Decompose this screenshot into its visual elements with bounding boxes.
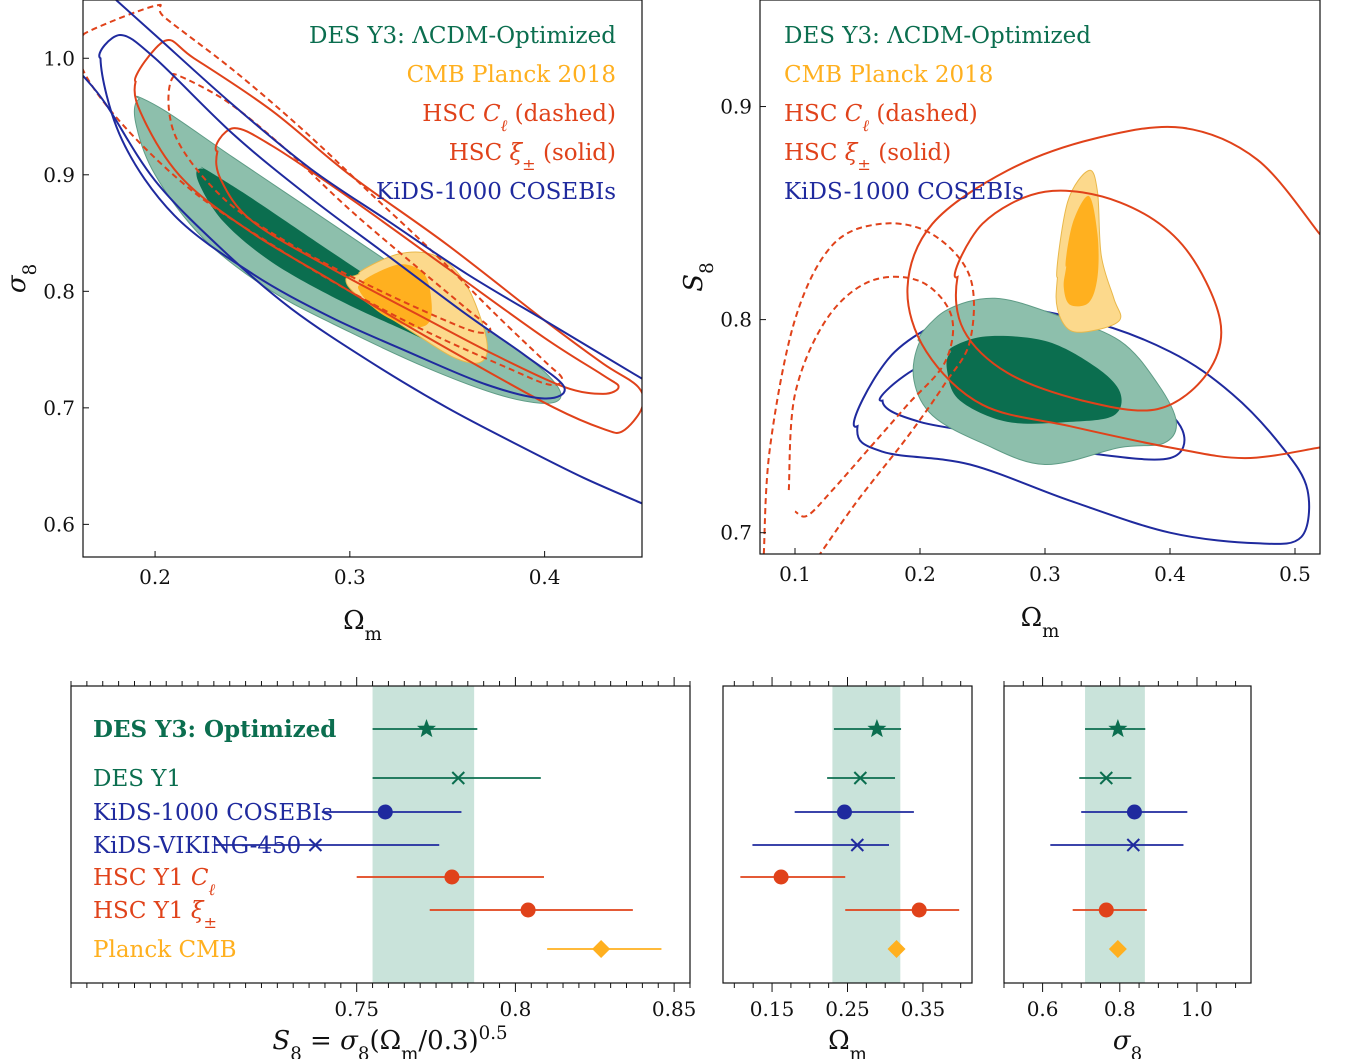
x-axis-label: Ωm — [343, 606, 382, 645]
legend-entry: KiDS-1000 COSEBIs — [784, 179, 1024, 205]
plot-area — [762, 125, 1320, 554]
legend-entry: CMB Planck 2018 — [407, 62, 616, 88]
marker-star — [867, 719, 887, 738]
marker-diamond — [887, 940, 906, 958]
marker-star — [417, 719, 436, 738]
marker-x — [1126, 838, 1140, 852]
marker-x — [451, 771, 465, 785]
marker-circle — [1126, 804, 1142, 820]
contour-hsc-xi-inner — [953, 189, 1223, 412]
plot-frame — [1003, 685, 1252, 984]
x-axis-label: Ωm — [1021, 603, 1060, 642]
plot-frame — [759, 0, 1321, 555]
contour-kids-inner — [98, 33, 566, 400]
marker-diamond — [592, 940, 611, 958]
plot-frame — [70, 685, 691, 984]
contour-hsc-cl-outer — [762, 222, 975, 554]
contour-hsc-cl-inner — [787, 275, 955, 518]
x-tick-label: 0.4 — [529, 565, 561, 589]
x-tick-label: 0.4 — [1154, 562, 1186, 586]
x-tick-label: 0.15 — [750, 997, 795, 1021]
x-tick-label: 0.6 — [1027, 997, 1059, 1021]
contour-panel-omega-sigma8: 0.2 0.3 0.4 0.6 0.7 0.8 0.9 1.0 Ωm σ8 DES Y3: ΛCDM… — [2, 0, 643, 645]
x-tick-label: 0.8 — [500, 997, 532, 1021]
row-label: Planck CMB — [93, 937, 237, 963]
y-tick-label: 1.0 — [43, 46, 75, 70]
legend-entry: DES Y3: ΛCDM-Optimized — [309, 23, 616, 49]
x-axis-label: σ8 — [1113, 1026, 1142, 1059]
y-tick-label: 0.6 — [43, 512, 75, 536]
row-label: HSC Y1 ξ± — [93, 898, 217, 932]
y-tick-label: 0.8 — [720, 308, 752, 332]
marker-circle — [911, 902, 927, 918]
contour-panel-omega-S8: 0.1 0.2 0.3 0.4 0.5 0.7 0.8 0.9 Ωm S8 DES Y3: ΛCDM… — [679, 0, 1321, 642]
marker-circle — [836, 804, 852, 820]
legend: DES Y3: ΛCDM-Optimized CMB Planck 2018 HSC… — [784, 23, 1091, 205]
plot-area — [83, 0, 642, 505]
x-tick-label: 0.25 — [825, 997, 870, 1021]
y-axis-label: S8 — [679, 262, 718, 291]
y-tick-label: 0.7 — [43, 396, 75, 420]
x-axis-label: Ωm — [828, 1026, 867, 1059]
contour-hsc-xi-inner — [214, 127, 620, 395]
legend-entry: CMB Planck 2018 — [784, 62, 993, 88]
x-tick-label: 0.5 — [1279, 562, 1311, 586]
x-tick-label: 0.8 — [1104, 997, 1136, 1021]
marker-x — [308, 838, 323, 852]
whisker-panel-S8-whisker: 0.75 0.8 0.85 DES Y3: Optimized DES Y1 KiDS-1… — [70, 677, 697, 1059]
marker-circle — [444, 869, 460, 885]
x-axis-label: S8 = σ8(Ωm/0.3)0.5 — [272, 1023, 507, 1059]
x-tick-label: 0.3 — [1029, 562, 1061, 586]
row-label: HSC Y1 Cℓ — [93, 865, 215, 899]
y-tick-label: 0.9 — [43, 163, 75, 187]
contour-des-inner — [946, 335, 1122, 424]
row-labels: DES Y3: Optimized DES Y1 KiDS-1000 COSEBIs… — [93, 716, 336, 963]
marker-x — [850, 838, 865, 852]
legend-entry: HSC Cℓ (dashed) — [422, 101, 616, 135]
y-tick-label: 0.8 — [43, 279, 75, 303]
row-label: KiDS-1000 COSEBIs — [93, 800, 333, 826]
marker-circle — [773, 869, 789, 885]
contour-hsc-cl-outer — [83, 3, 564, 386]
y-axis-label: σ8 — [2, 264, 41, 293]
prior-band — [832, 686, 901, 983]
prior-band — [1085, 686, 1145, 983]
contour-kids-outer — [83, 75, 642, 505]
row-label: DES Y3: Optimized — [93, 716, 336, 743]
legend-entry: DES Y3: ΛCDM-Optimized — [784, 23, 1091, 49]
contour-cmb-inner — [1063, 195, 1099, 307]
marker-x — [853, 771, 868, 785]
marker-star — [1108, 719, 1128, 738]
y-tick-label: 0.7 — [720, 521, 752, 545]
x-tick-label: 0.75 — [334, 997, 379, 1021]
contour-kids-outer-upper — [115, 0, 642, 380]
x-tick-label: 0.35 — [901, 997, 946, 1021]
x-tick-label: 1.0 — [1181, 997, 1213, 1021]
x-tick-label: 0.85 — [652, 997, 697, 1021]
marker-circle — [520, 902, 536, 918]
marker-diamond — [1108, 940, 1127, 958]
legend: DES Y3: ΛCDM-Optimized CMB Planck 2018 HSC… — [309, 23, 616, 205]
x-tick-label: 0.3 — [334, 565, 366, 589]
row-label: DES Y1 — [93, 766, 181, 792]
marker-circle — [1098, 902, 1114, 918]
row-label: KiDS-VIKING-450 — [93, 833, 301, 859]
legend-entry: KiDS-1000 COSEBIs — [376, 179, 616, 205]
marker-circle — [377, 804, 393, 820]
y-tick-label: 0.9 — [720, 95, 752, 119]
plot-frame — [82, 0, 643, 558]
prior-band — [372, 686, 475, 983]
legend-entry: HSC Cℓ (dashed) — [784, 101, 978, 135]
x-tick-label: 0.1 — [779, 562, 811, 586]
whisker-panel-sigma8-whisker: 0.6 0.8 1.0 σ8 — [1003, 677, 1252, 1059]
contour-hsc-xi-outer — [906, 125, 1320, 460]
legend-entry: HSC ξ± (solid) — [784, 140, 951, 174]
x-tick-label: 0.2 — [139, 565, 171, 589]
whisker-panel-Om-whisker: 0.15 0.25 0.35 Ωm — [722, 677, 973, 1059]
marker-x — [1099, 771, 1113, 785]
x-tick-label: 0.2 — [904, 562, 936, 586]
legend-entry: HSC ξ± (solid) — [449, 140, 616, 174]
